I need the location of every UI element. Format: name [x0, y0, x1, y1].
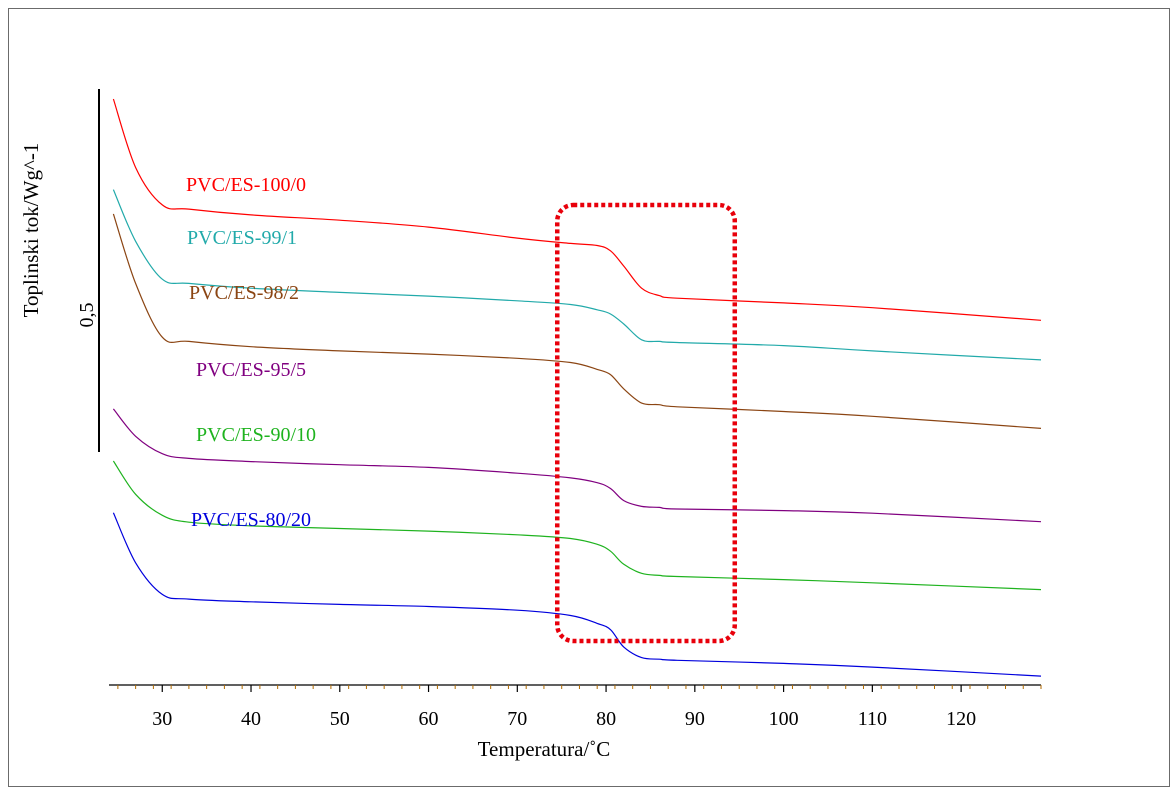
x-tick-label: 60	[419, 708, 439, 730]
x-tick-label: 120	[946, 708, 976, 730]
x-tick-label: 70	[507, 708, 527, 730]
series-line-1	[112, 98, 1042, 321]
y-scale-bar: 0,5	[76, 89, 100, 452]
highlight-box-group	[554, 202, 738, 644]
series-label-4: PVC/ES-95/5	[196, 359, 306, 381]
y-axis-title: Toplinski tok/Wg^-1	[19, 143, 43, 318]
x-tick-label: 80	[596, 708, 616, 730]
series-label-5: PVC/ES-90/10	[196, 424, 316, 446]
series-label-6: PVC/ES-80/20	[191, 509, 311, 531]
scale-bar-label: 0,5	[76, 303, 98, 328]
x-tick-label: 50	[330, 708, 350, 730]
x-axis-title: Temperatura/˚C	[478, 737, 611, 761]
dsc-chart: 0,5 Toplinski tok/Wg^-1 30 40 50 60 70 80 90 10…	[19, 89, 1042, 761]
series-line-6	[112, 512, 1042, 677]
y-axis-title-group: Toplinski tok/Wg^-1	[19, 143, 43, 318]
x-tick-label: 30	[152, 708, 172, 730]
series-label-3: PVC/ES-98/2	[189, 282, 299, 304]
x-tick-label: 40	[241, 708, 261, 730]
x-tick-label: 110	[858, 708, 887, 730]
x-tick-label: 90	[685, 708, 705, 730]
chart-frame: 0,5 Toplinski tok/Wg^-1 30 40 50 60 70 80 90 10…	[8, 8, 1170, 787]
highlight-box	[554, 202, 738, 644]
series-line-5	[112, 460, 1042, 591]
series-label-1: PVC/ES-100/0	[186, 174, 306, 196]
series-line-3	[112, 213, 1042, 429]
series-label-2: PVC/ES-99/1	[187, 227, 297, 249]
series-line-4	[112, 408, 1042, 523]
x-axis: 30 40 50 60 70 80 90 100 110 120 Temperatura/˚C	[109, 684, 1042, 761]
series-labels: PVC/ES-100/0 PVC/ES-99/1 PVC/ES-98/2 PVC/ES…	[186, 174, 316, 531]
series-line-2	[112, 189, 1042, 361]
x-tick-label: 100	[769, 708, 799, 730]
series-curves	[112, 98, 1042, 677]
